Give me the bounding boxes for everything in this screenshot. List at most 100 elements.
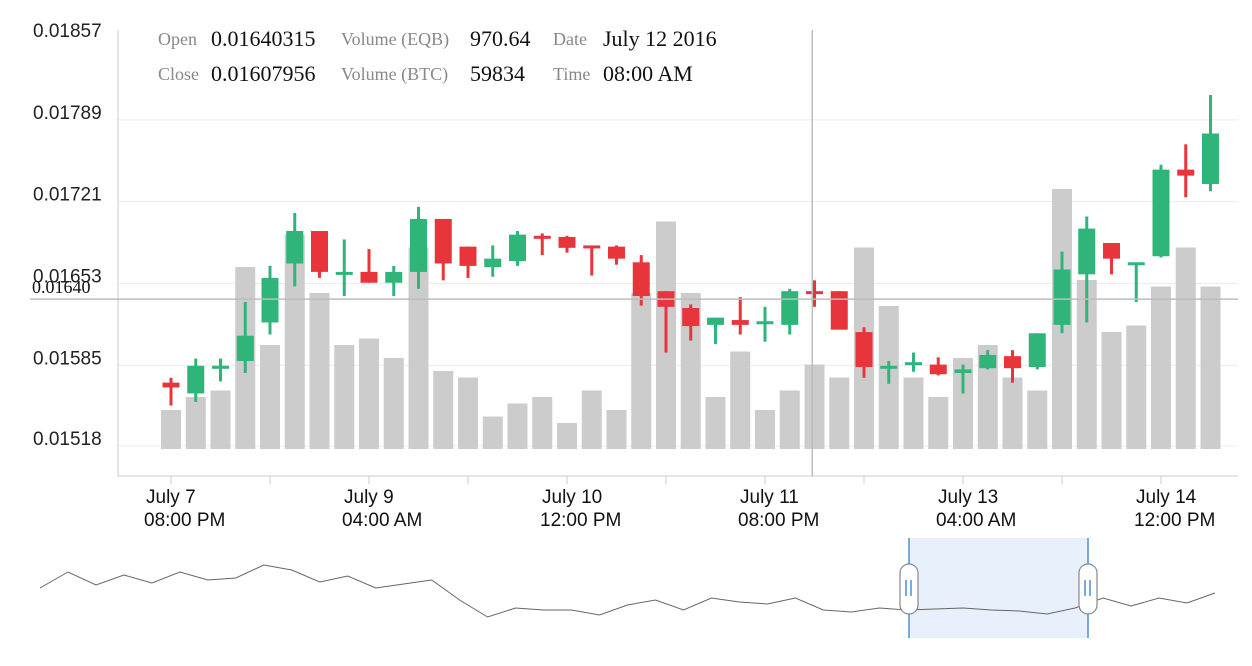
candle-body <box>707 317 724 325</box>
volume-bar <box>557 423 577 449</box>
candle-body <box>410 218 427 272</box>
candle-body <box>1177 169 1195 176</box>
volume-bar <box>482 416 503 449</box>
candle-down <box>360 249 378 283</box>
candle-body <box>434 218 452 264</box>
candle-down <box>632 255 650 306</box>
candle-down <box>162 377 180 406</box>
navigator-right-handle[interactable] <box>1078 563 1098 615</box>
candle-down <box>434 218 452 281</box>
x-tick-label-date: July 14 <box>1136 487 1197 508</box>
candle-body <box>212 365 229 369</box>
volume-bar <box>507 403 528 449</box>
volume-bar <box>334 345 355 449</box>
y-tick-labels: 0.01857 0.01789 0.01721 0.01653 0.01585 0.015… <box>33 21 102 450</box>
candle-down <box>929 357 947 376</box>
candle-up <box>954 364 972 394</box>
candle-body <box>929 364 947 375</box>
candle-up <box>1152 164 1170 258</box>
candle-body <box>236 335 254 361</box>
volume-bar <box>705 397 726 449</box>
x-tick-label-date: July 9 <box>344 487 394 508</box>
x-tick-label-date: July 11 <box>740 487 799 508</box>
candle-up <box>335 239 353 296</box>
candle-body <box>1127 262 1145 266</box>
candle-body <box>756 321 774 325</box>
volume-bar <box>359 338 379 449</box>
candle-body <box>1028 333 1046 367</box>
volume-bar <box>185 397 206 449</box>
candle-down <box>558 235 576 253</box>
candle-body <box>335 271 353 275</box>
open-value: 0.01640315 <box>211 26 316 51</box>
volume-bars <box>161 189 1221 449</box>
candle-body <box>533 235 551 239</box>
candle-up <box>385 265 403 296</box>
candle-body <box>830 291 848 330</box>
close-value: 0.01607956 <box>211 61 316 86</box>
candle-down <box>682 304 700 341</box>
time-label: Time <box>553 64 590 84</box>
navigator[interactable] <box>39 538 1216 638</box>
candle-body <box>905 362 922 366</box>
volume-bar <box>1151 286 1171 449</box>
candle-up <box>781 288 799 335</box>
volume-bar <box>631 293 652 449</box>
volume-eqb-label: Volume (EQB) <box>341 29 449 50</box>
candle-body <box>558 237 576 248</box>
volume-bar <box>903 377 924 449</box>
volume-bar <box>928 397 949 449</box>
candle-up <box>484 245 502 277</box>
candle-up <box>1127 262 1145 302</box>
candle-body <box>781 291 799 325</box>
candle-down <box>806 280 823 307</box>
volume-bar <box>779 390 800 449</box>
candle-body <box>583 245 601 249</box>
candle-up <box>236 302 254 374</box>
candle-body <box>360 271 378 283</box>
candle-up <box>707 317 724 345</box>
volume-bar <box>309 293 330 449</box>
navigator-selection[interactable] <box>909 538 1088 638</box>
candle-down <box>1004 350 1021 383</box>
volume-btc-value: 59834 <box>470 61 525 86</box>
axes <box>117 30 1238 477</box>
candle-body <box>187 365 205 394</box>
volume-bar <box>680 293 701 449</box>
candle-up <box>880 360 898 384</box>
volume-bar <box>755 410 775 449</box>
x-tick-label-time: 04:00 AM <box>342 510 422 531</box>
candle-body <box>1202 133 1219 185</box>
volume-bar <box>1076 280 1097 449</box>
y-tick-label: 0.01518 <box>33 429 102 450</box>
candle-body <box>1152 169 1170 257</box>
candle-up <box>1053 251 1071 334</box>
volume-bar <box>284 234 305 449</box>
candle-down <box>855 327 873 378</box>
navigator-left-handle[interactable] <box>899 563 919 615</box>
volume-bar <box>260 345 280 449</box>
candle-body <box>731 320 749 325</box>
navigator-series-line <box>39 564 1216 618</box>
volume-bar <box>1027 390 1048 449</box>
candle-up <box>1202 94 1219 192</box>
candle-body <box>1078 228 1096 275</box>
candle-body <box>632 262 650 296</box>
candle-body <box>1053 269 1071 325</box>
x-tick-label-date: July 10 <box>542 487 602 508</box>
candle-up <box>187 358 205 402</box>
candle-up <box>1078 216 1096 323</box>
y-tick-label: 0.01789 <box>33 103 102 124</box>
volume-bar <box>433 371 454 449</box>
open-label: Open <box>158 29 197 49</box>
candle-body <box>1004 356 1021 369</box>
candle-up <box>1028 333 1046 370</box>
volume-bar <box>1200 286 1221 449</box>
close-label: Close <box>158 64 199 84</box>
volume-bar <box>1175 247 1196 449</box>
volume-bar <box>606 410 627 449</box>
volume-bar <box>829 377 850 449</box>
candle-down <box>731 297 749 335</box>
x-tick-label-time: 08:00 PM <box>738 510 819 531</box>
